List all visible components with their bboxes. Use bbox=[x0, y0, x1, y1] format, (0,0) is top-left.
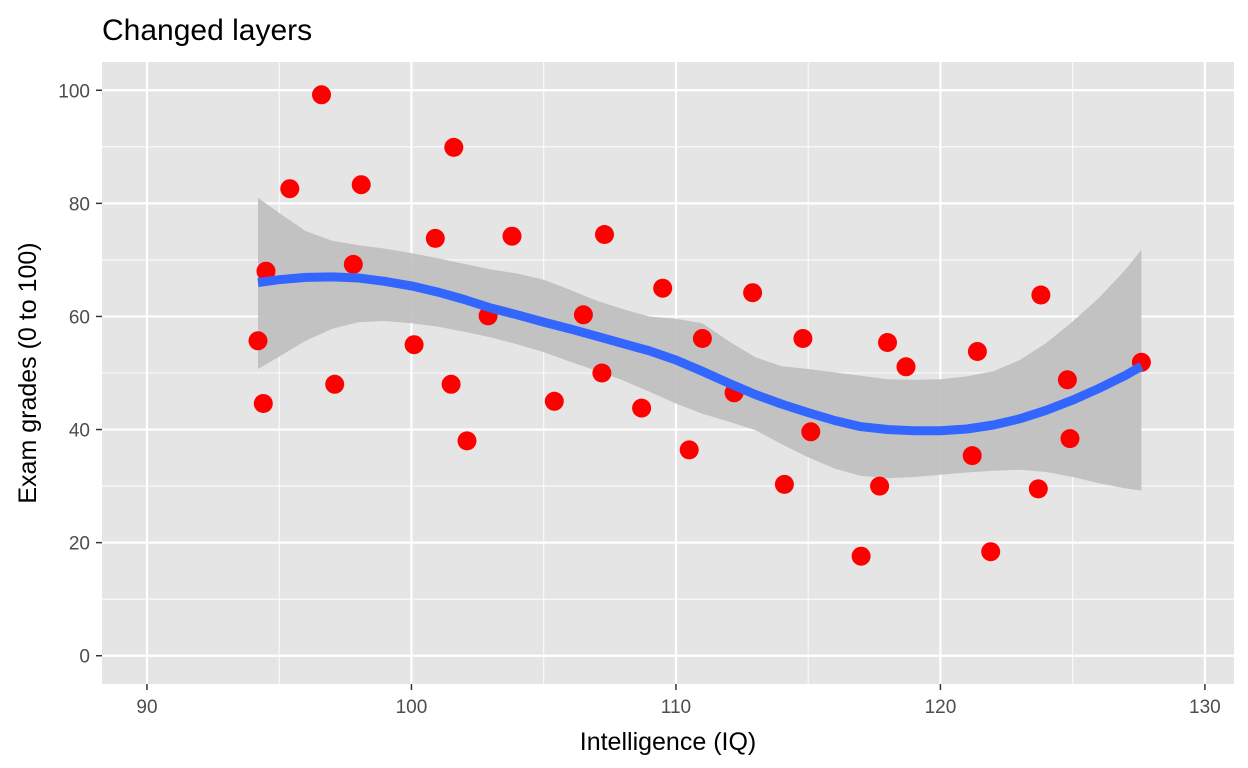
y-tick-label: 60 bbox=[69, 307, 90, 328]
x-tick-label: 90 bbox=[136, 697, 157, 718]
data-point bbox=[692, 329, 712, 348]
data-point bbox=[573, 305, 593, 325]
data-point bbox=[325, 374, 345, 394]
data-point bbox=[1057, 370, 1077, 390]
data-point bbox=[502, 226, 522, 246]
smooth-line bbox=[257, 272, 1144, 436]
data-point bbox=[595, 225, 614, 244]
data-point bbox=[793, 329, 813, 348]
data-point bbox=[878, 333, 897, 352]
data-point bbox=[248, 331, 268, 351]
data-point bbox=[743, 283, 763, 303]
data-point bbox=[896, 357, 916, 377]
data-point bbox=[351, 175, 371, 195]
y-tick-label: 100 bbox=[58, 81, 90, 102]
y-tick-label: 40 bbox=[69, 421, 90, 442]
data-point bbox=[404, 335, 424, 355]
x-tick-label: 120 bbox=[925, 697, 957, 718]
y-axis: 0 20 40 60 80 100 bbox=[58, 81, 102, 668]
chart-title: Changed layers bbox=[102, 14, 312, 47]
data-point bbox=[1060, 429, 1080, 449]
x-axis: 90 100 110 120 130 bbox=[136, 684, 1221, 718]
x-tick-label: 100 bbox=[396, 697, 428, 718]
points-layer bbox=[248, 85, 1151, 566]
data-point bbox=[457, 431, 477, 451]
smooth-line-layer bbox=[257, 272, 1144, 436]
data-point bbox=[425, 228, 445, 248]
data-point bbox=[632, 398, 652, 418]
data-point bbox=[851, 546, 871, 566]
data-point bbox=[653, 278, 673, 298]
y-tick-label: 0 bbox=[79, 647, 90, 668]
data-point bbox=[253, 394, 273, 413]
data-point bbox=[1031, 285, 1051, 305]
data-point bbox=[312, 85, 331, 105]
x-tick-label: 130 bbox=[1189, 697, 1221, 718]
data-point bbox=[256, 261, 276, 281]
data-point bbox=[962, 446, 982, 466]
y-tick-label: 20 bbox=[69, 534, 90, 555]
data-point bbox=[981, 542, 1001, 562]
y-tick-label: 80 bbox=[69, 194, 90, 215]
x-tick-label: 110 bbox=[661, 697, 691, 718]
data-point bbox=[801, 422, 821, 442]
x-axis-title: Intelligence (IQ) bbox=[580, 728, 756, 756]
data-point bbox=[679, 440, 699, 460]
data-point bbox=[967, 342, 987, 361]
data-point bbox=[444, 137, 464, 157]
data-point bbox=[870, 476, 890, 496]
data-point bbox=[774, 474, 794, 494]
data-point bbox=[544, 391, 564, 411]
y-axis-title: Exam grades (0 to 100) bbox=[14, 242, 42, 503]
data-point bbox=[343, 254, 363, 274]
data-point bbox=[592, 363, 612, 383]
data-point bbox=[441, 374, 461, 394]
data-point bbox=[1028, 479, 1048, 499]
data-point bbox=[280, 179, 300, 199]
